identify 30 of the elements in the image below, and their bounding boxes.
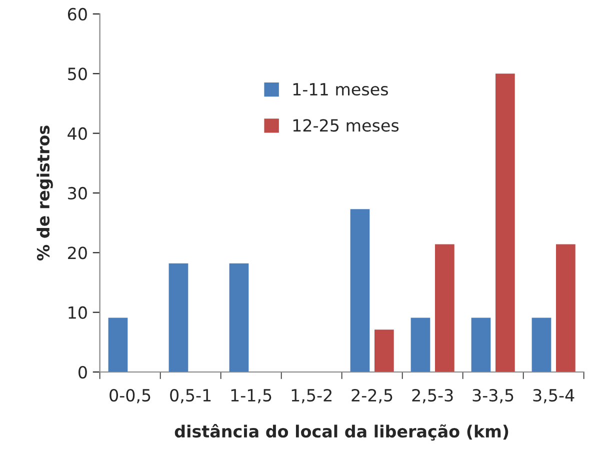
x-axis-title: distância do local da liberação (km): [174, 424, 508, 441]
bar: [108, 318, 128, 372]
x-tick-label: 0-0,5: [110, 388, 150, 404]
y-tick-label: 20: [68, 246, 87, 260]
x-tick-label: 2-2,5: [352, 388, 392, 404]
x-tick-label: 0,5-1: [170, 388, 211, 404]
y-tick-label: 60: [68, 8, 87, 21]
y-tick-label: 50: [68, 68, 87, 80]
x-tick-label: 1,5-2: [292, 388, 332, 404]
bar: [495, 74, 515, 372]
bar: [532, 318, 552, 372]
bar: [556, 244, 576, 372]
bar: [168, 263, 188, 372]
bar: [350, 209, 370, 372]
legend-label: 12-25 meses: [293, 119, 399, 132]
x-tick-label: 2,5-3: [412, 388, 453, 404]
bar: [410, 318, 430, 372]
y-tick-label: 40: [68, 127, 87, 140]
bar: [471, 318, 491, 372]
bar: [434, 244, 454, 372]
y-tick-label: 30: [68, 186, 87, 200]
x-tick-label: 1-1,5: [231, 389, 272, 404]
bar: [229, 263, 249, 372]
x-tick-label: 3-3,5: [472, 388, 514, 404]
y-tick-label: 10: [68, 306, 87, 319]
bar: [374, 330, 394, 372]
y-axis-title: % de registros: [36, 126, 53, 261]
y-tick-label: 0: [78, 366, 87, 379]
legend-label: 1-11 meses: [293, 83, 388, 96]
x-tick-label: 3,5-4: [533, 388, 574, 404]
